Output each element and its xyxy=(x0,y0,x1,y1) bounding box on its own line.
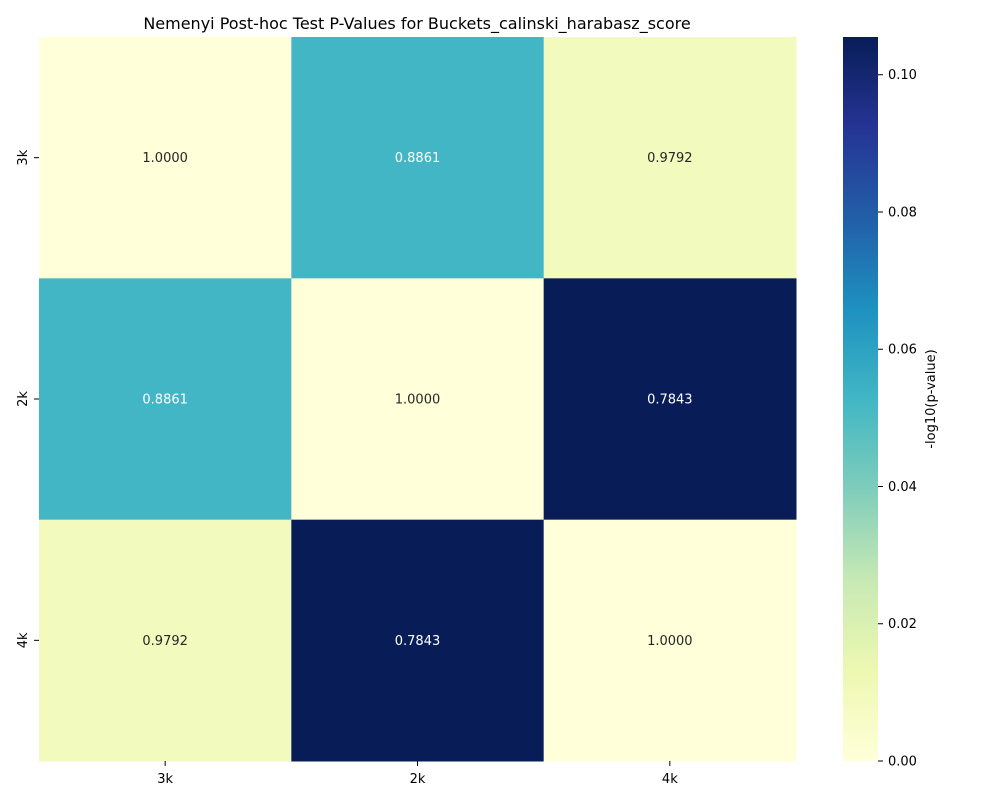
cell-value-label: 0.8861 xyxy=(395,151,441,166)
cell-value-label: 1.0000 xyxy=(395,393,441,408)
heatmap-cell xyxy=(39,278,292,521)
heatmap-cells: 1.0000 0.8861 0.9792 0.8861 1.0000 0.7843 0.97… xyxy=(39,37,797,762)
colorbar-tick-label: 0.04 xyxy=(888,480,917,495)
heatmap-cell xyxy=(543,278,797,521)
heatmap-cell xyxy=(543,37,797,279)
column-tick-label: 3k xyxy=(157,772,173,787)
row-tick-label: 3k xyxy=(16,149,31,165)
cell-value-label: 0.7843 xyxy=(647,393,693,408)
column-tick-label: 2k xyxy=(410,772,426,787)
colorbar-label: -log10(p-value) xyxy=(924,349,939,448)
cell-value-label: 1.0000 xyxy=(647,634,693,649)
heatmap-cell xyxy=(39,37,292,279)
cell-value-label: 0.9792 xyxy=(142,634,188,649)
cell-value-label: 0.8861 xyxy=(142,393,188,408)
row-tick-labels: 3k 2k 4k xyxy=(16,149,39,648)
colorbar-tick-label: 0.10 xyxy=(888,68,917,83)
heatmap-cell xyxy=(543,519,797,762)
heatmap-cell xyxy=(39,519,292,762)
colorbar-tick-label: 0.02 xyxy=(888,617,917,632)
column-tick-labels: 3k 2k 4k xyxy=(157,761,678,787)
row-tick-label: 4k xyxy=(16,632,31,648)
heatmap-cell xyxy=(291,278,545,521)
colorbar-tick-label: 0.06 xyxy=(888,343,917,358)
colorbar-tick-label: 0.00 xyxy=(888,755,917,770)
colorbar-tick-label: 0.08 xyxy=(888,205,917,220)
heatmap-cell xyxy=(291,519,545,762)
heatmap-cell xyxy=(291,37,545,279)
row-tick-label: 2k xyxy=(16,391,31,407)
cell-value-label: 1.0000 xyxy=(142,151,188,166)
colorbar-ticks: 0.00 0.02 0.04 0.06 0.08 0.10 xyxy=(878,68,917,770)
cell-value-label: 0.7843 xyxy=(395,634,441,649)
colorbar xyxy=(843,37,878,761)
chart-title: Nemenyi Post-hoc Test P-Values for Bucke… xyxy=(143,14,690,34)
cell-value-label: 0.9792 xyxy=(647,151,693,166)
column-tick-label: 4k xyxy=(662,772,678,787)
